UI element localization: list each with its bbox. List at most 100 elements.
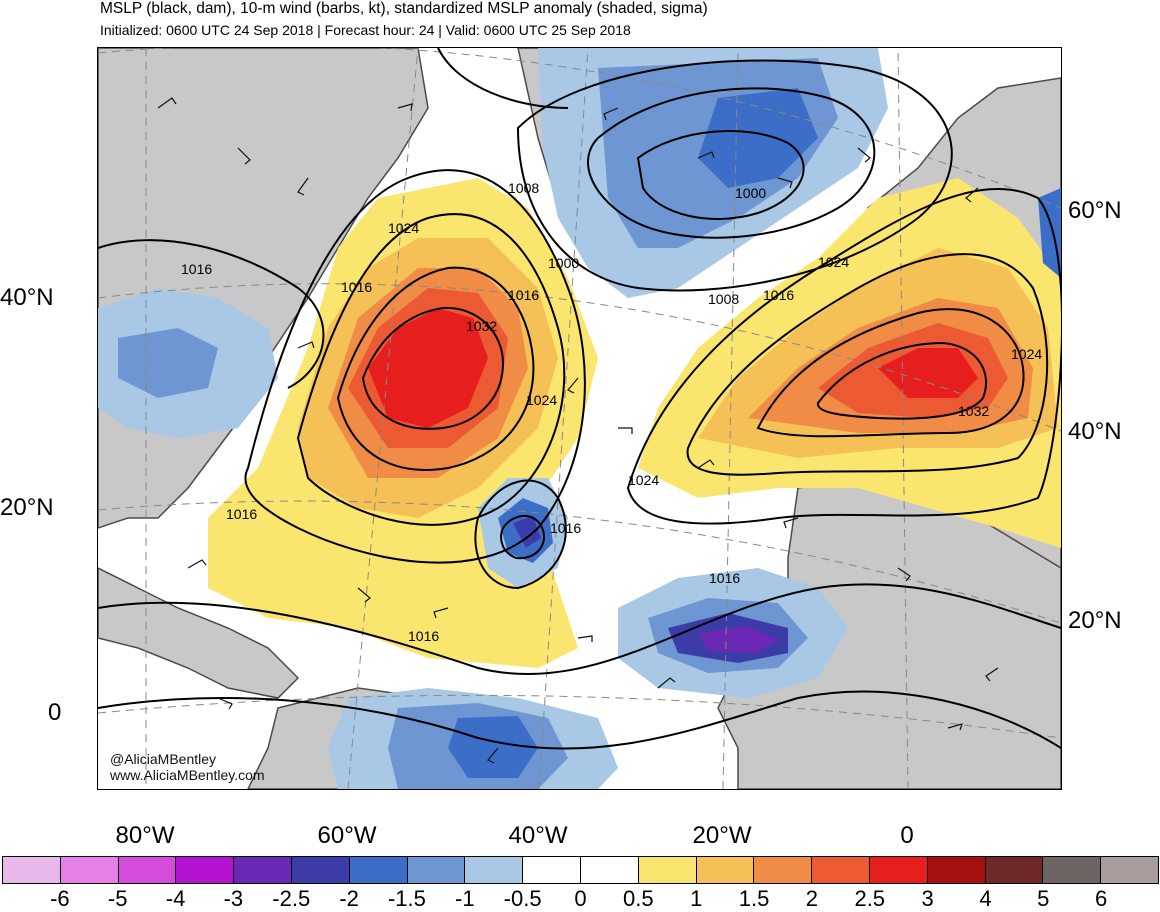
isobar-high-east-inner bbox=[756, 308, 1025, 438]
gridline-lon-40w bbox=[538, 48, 589, 789]
isobar-labels: 1008 1000 1024 1016 1032 1024 1016 1016 … bbox=[181, 180, 1042, 644]
colorbar-tick-label: 0.5 bbox=[623, 886, 654, 911]
wind-barb bbox=[657, 677, 676, 689]
isobar-high-west-core bbox=[361, 306, 505, 430]
map-title: MSLP (black, dam), 10-m wind (barbs, kt)… bbox=[100, 0, 708, 17]
colorbar-tick-label: 1 bbox=[690, 886, 703, 911]
colorbar-tick-label: -1.5 bbox=[387, 886, 426, 911]
isobar-high-west-inner bbox=[336, 266, 535, 471]
isobar-label: 1016 bbox=[181, 261, 212, 277]
wind-barb bbox=[297, 177, 309, 196]
colorbar-tick-label: 1.5 bbox=[738, 886, 770, 911]
wind-barb bbox=[985, 667, 999, 682]
colorbar-swatch bbox=[60, 857, 119, 883]
gridline-lon-60w bbox=[347, 48, 419, 789]
colorbar-tick-label: -2.5 bbox=[272, 886, 311, 911]
isobar-label: 1032 bbox=[958, 403, 989, 419]
wind-barb bbox=[697, 151, 715, 159]
colorbar-tick-label: -1 bbox=[455, 886, 475, 911]
weather-map: 1008 1000 1024 1016 1032 1024 1016 1016 … bbox=[97, 47, 1062, 790]
gridline-lat-0 bbox=[98, 694, 1061, 739]
positive-anomaly-west-max bbox=[368, 308, 488, 428]
graticule bbox=[98, 48, 1061, 789]
credit-website: www.AliciaMBentley.com bbox=[110, 767, 265, 783]
lon-label-0: 0 bbox=[900, 822, 914, 849]
colorbar-swatch bbox=[234, 857, 292, 883]
wind-barb bbox=[783, 517, 799, 529]
wind-barb bbox=[697, 459, 715, 469]
colorbar-tick-label: 5 bbox=[1037, 886, 1050, 911]
wind-barb bbox=[777, 177, 793, 189]
wind-barb bbox=[487, 747, 499, 764]
wind-barbs bbox=[157, 97, 999, 764]
colorbar-tick-label: 6 bbox=[1095, 886, 1108, 911]
negative-anomaly-greenland-inner bbox=[698, 88, 818, 188]
colorbar-tick-label: -3 bbox=[223, 886, 244, 911]
isobar-label: 1024 bbox=[818, 254, 849, 270]
isobar-label: 1000 bbox=[548, 255, 579, 271]
wind-barb bbox=[297, 341, 315, 349]
wind-barb bbox=[603, 107, 619, 121]
wind-barb bbox=[237, 147, 251, 165]
lat-label-left-0: 0 bbox=[48, 699, 62, 726]
gridline-lat-40n bbox=[98, 283, 1061, 432]
colorbar-swatch bbox=[291, 857, 350, 883]
colorbar-tick-label: 2 bbox=[805, 886, 819, 911]
colorbar-swatch bbox=[638, 857, 697, 883]
isobar-label: 1016 bbox=[709, 570, 740, 586]
anomaly-shading bbox=[98, 48, 1061, 789]
colorbar-swatch bbox=[1043, 857, 1102, 883]
central-america-land bbox=[98, 567, 300, 699]
isobar-north-arc bbox=[437, 48, 569, 109]
colorbar-swatch bbox=[407, 857, 466, 883]
isobar-high-west-outer bbox=[244, 169, 586, 564]
isobar-label: 1000 bbox=[735, 185, 766, 201]
wind-barb bbox=[897, 567, 911, 582]
isobar-low-subtropical-core bbox=[500, 514, 545, 560]
isobar-label: 1024 bbox=[628, 472, 659, 488]
colorbar-tick-label: -2 bbox=[339, 886, 359, 911]
isobar-high-east-mid bbox=[686, 253, 1049, 476]
gridline-lat-60n bbox=[98, 48, 1061, 209]
wind-barb bbox=[397, 103, 413, 112]
colorbar-swatch bbox=[985, 857, 1044, 883]
colorbar-tick-label: -4 bbox=[165, 886, 186, 911]
isobar-canada bbox=[98, 239, 325, 389]
isobar-low-greenland-inner bbox=[587, 87, 876, 239]
isobar-label: 1016 bbox=[550, 520, 581, 536]
isobar-label: 1016 bbox=[226, 506, 257, 522]
isobar-low-subtropical bbox=[474, 479, 567, 590]
gridline-lat-20n bbox=[98, 500, 1061, 624]
wind-barb bbox=[577, 635, 593, 642]
colorbar-tick-label: -5 bbox=[107, 886, 128, 911]
colorbar-tick-label: 3 bbox=[921, 886, 934, 911]
colorbar-swatch bbox=[696, 857, 755, 883]
colorbar-tick-label: -6 bbox=[50, 886, 70, 911]
negative-anomaly-south-inner bbox=[448, 716, 538, 778]
isobar-layer bbox=[98, 48, 1061, 750]
wind-barb bbox=[567, 377, 579, 394]
colorbar-swatch bbox=[465, 857, 524, 883]
negative-anomaly-east-edge bbox=[1038, 188, 1061, 278]
negative-anomaly-africa-peak bbox=[698, 626, 778, 653]
lat-label-right-20n: 20°N bbox=[1068, 607, 1122, 634]
isobar-equatorial-north bbox=[98, 583, 1061, 676]
wind-barb bbox=[947, 723, 963, 731]
colorbar-swatch bbox=[1101, 857, 1158, 883]
negative-anomaly-low-center bbox=[513, 516, 541, 548]
isobar-label: 1016 bbox=[763, 287, 794, 303]
credit-handle: @AliciaMBentley bbox=[110, 751, 217, 767]
wind-barb bbox=[157, 97, 177, 109]
colorbar-swatch bbox=[118, 857, 177, 883]
colorbar-tick-label: 4 bbox=[979, 886, 992, 911]
colorbar-swatch bbox=[927, 857, 986, 883]
isobar-label: 1008 bbox=[708, 291, 739, 307]
wind-barb bbox=[965, 187, 979, 203]
isobar-label: 1016 bbox=[508, 287, 539, 303]
positive-anomaly-east-max bbox=[878, 348, 978, 398]
wind-barb bbox=[357, 587, 371, 603]
isobar-label: 1016 bbox=[341, 279, 372, 295]
isobar-label: 1016 bbox=[408, 628, 439, 644]
isobar-low-greenland-outer bbox=[516, 59, 953, 292]
lon-label-20w: 20°W bbox=[692, 822, 752, 849]
